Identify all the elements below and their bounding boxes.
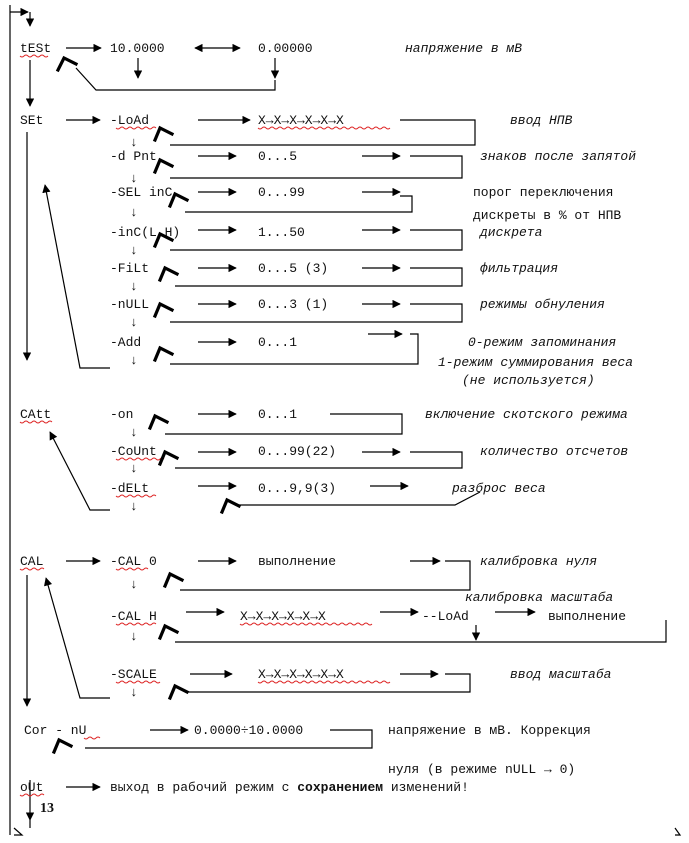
test-value-max: 10.0000 <box>110 41 165 56</box>
down-arrow-icon: ↓ <box>130 243 138 258</box>
return-chevron-icon <box>157 449 180 467</box>
catt-count-value: 0...99(22) <box>258 444 336 459</box>
down-arrow-icon: ↓ <box>130 629 138 644</box>
down-arrow-icon: ↓ <box>130 171 138 186</box>
return-chevron-icon <box>51 737 74 755</box>
set-filt-value: 0...5 (3) <box>258 261 328 276</box>
return-chevron-icon <box>157 623 180 641</box>
cor-row: Cor - nU 0.0000÷10.0000 напряжение в мВ.… <box>24 723 591 777</box>
set-null-value: 0...3 (1) <box>258 297 328 312</box>
set-dpnt-note: знаков после запятой <box>480 149 636 164</box>
cal-h-exec: выполнение <box>548 609 626 624</box>
cor-value: 0.0000÷10.0000 <box>194 723 303 738</box>
cal-zero-value: выполнение <box>258 554 336 569</box>
set-filt-note: фильтрация <box>480 261 558 276</box>
set-null-note: режимы обнуления <box>479 297 605 312</box>
page-number: 13 <box>40 801 54 816</box>
cal-item-scale[interactable]: -SCALE <box>110 667 157 682</box>
cal-item-h[interactable]: -CAL H <box>110 609 157 624</box>
set-load-value: X→X→X→X→X→X <box>258 113 344 128</box>
set-inc-value: 1...50 <box>258 225 305 240</box>
menu-cal-label[interactable]: CAL <box>20 554 43 569</box>
cor-note2: нуля (в режиме nULL → 0) <box>388 762 575 777</box>
down-arrow-icon: ↓ <box>130 205 138 220</box>
set-dpnt-value: 0...5 <box>258 149 297 164</box>
return-chevron-icon <box>157 265 180 283</box>
catt-count-note: количество отсчетов <box>480 444 628 459</box>
return-chevron-icon <box>162 571 185 589</box>
set-inc-note: дискрета <box>478 225 542 240</box>
set-item-add[interactable]: -Add <box>110 335 141 350</box>
cal-scale-value: X→X→X→X→X→X <box>258 667 344 682</box>
down-arrow-icon: ↓ <box>130 135 138 150</box>
return-chevron-icon <box>147 413 170 431</box>
return-chevron-icon <box>152 157 175 175</box>
set-selinc-note: порог переключения <box>473 185 613 200</box>
set-block: SEt -LoAd X→X→X→X→X→X ввод НПВ ↓ -d Pnt … <box>20 113 636 388</box>
menu-cor-label[interactable]: Cor - nU <box>24 723 86 738</box>
return-chevron-icon <box>219 497 242 515</box>
cor-note: напряжение в мВ. Коррекция <box>388 723 591 738</box>
outer-frame <box>9 5 35 835</box>
set-add-value: 0...1 <box>258 335 297 350</box>
down-arrow-icon: ↓ <box>130 353 138 368</box>
set-item-null[interactable]: -nULL <box>110 297 149 312</box>
test-row: tESt 10.0000 0.00000 напряжение в мВ <box>19 41 522 107</box>
down-arrow-icon: ↓ <box>130 577 138 592</box>
set-item-filt[interactable]: -FiLt <box>110 261 149 276</box>
set-selinc-note2: дискреты в % от НПВ <box>473 208 621 223</box>
cal-zero-note: калибровка нуля <box>480 554 597 569</box>
down-arrow-icon: ↓ <box>130 499 138 514</box>
set-selinc-value: 0...99 <box>258 185 305 200</box>
catt-delt-note: разброс веса <box>451 481 546 496</box>
set-load-note: ввод НПВ <box>510 113 573 128</box>
cal-item-zero[interactable]: -CAL 0 <box>110 554 157 569</box>
set-add-note2: 1-режим суммирования веса <box>438 355 633 370</box>
down-arrow-icon: ↓ <box>130 279 138 294</box>
cal-scale-note: ввод масштаба <box>510 667 611 682</box>
down-arrow-icon: ↓ <box>130 315 138 330</box>
return-chevron-icon <box>167 191 190 209</box>
set-item-load[interactable]: -LoAd <box>110 113 149 128</box>
return-chevron-icon <box>167 683 190 701</box>
catt-block: CAtt -on 0...1 включение скотского режим… <box>19 407 628 515</box>
return-chevron-icon <box>152 301 175 319</box>
set-item-selinc[interactable]: -SEL inC <box>110 185 173 200</box>
return-chevron-icon <box>152 125 175 143</box>
catt-item-delt[interactable]: -dELt <box>110 481 149 496</box>
catt-item-on[interactable]: -on <box>110 407 133 422</box>
down-arrow-icon: ↓ <box>130 685 138 700</box>
test-value-min: 0.00000 <box>258 41 313 56</box>
cal-h-note: калибровка масштаба <box>465 590 613 605</box>
catt-delt-value: 0...9,9(3) <box>258 481 336 496</box>
down-arrow-icon: ↓ <box>130 425 138 440</box>
down-arrow-icon: ↓ <box>130 461 138 476</box>
set-add-note3: (не используется) <box>462 373 595 388</box>
cal-block: CAL -CAL 0 выполнение калибровка нуля ↓ … <box>19 554 667 707</box>
menu-test-label[interactable]: tESt <box>20 41 51 56</box>
return-chevron-icon <box>152 231 175 249</box>
return-chevron-icon <box>152 345 175 363</box>
test-note: напряжение в мВ <box>405 41 522 56</box>
menu-set-label[interactable]: SEt <box>20 113 43 128</box>
cal-h-value: X→X→X→X→X→X <box>240 609 326 624</box>
return-chevron-icon <box>55 55 79 73</box>
cal-h-load: --LoAd <box>422 609 469 624</box>
set-add-note: 0-режим запоминания <box>468 335 616 350</box>
out-row: oUt выход в рабочий режим с сохранением … <box>13 780 682 836</box>
menu-out-label[interactable]: oUt <box>20 780 43 795</box>
menu-catt-label[interactable]: CAtt <box>20 407 51 422</box>
catt-on-note: включение скотского режима <box>425 407 628 422</box>
catt-on-value: 0...1 <box>258 407 297 422</box>
catt-item-count[interactable]: -CoUnt <box>110 444 157 459</box>
set-item-dpnt[interactable]: -d Pnt <box>110 149 157 164</box>
out-description: выход в рабочий режим с сохранением изме… <box>110 780 469 795</box>
